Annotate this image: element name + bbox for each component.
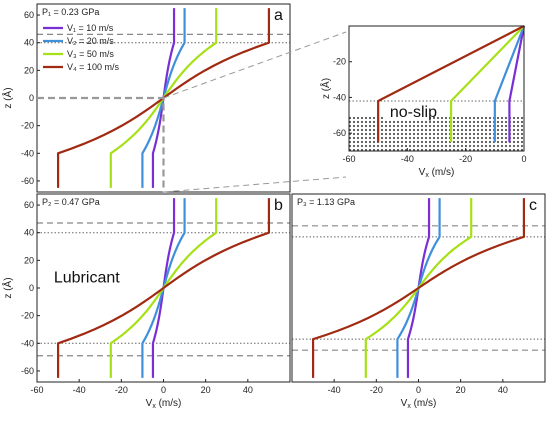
panel-c-xtick-label: -20 — [370, 385, 383, 395]
panel-b-series-4 — [56, 198, 271, 378]
panel-c-xtick-label: 0 — [416, 385, 421, 395]
inset-xtick-label: 0 — [521, 154, 526, 164]
panel-b-ytick-label: 40 — [24, 228, 34, 238]
panel-a-series-4 — [56, 8, 271, 188]
panel-b-ytick-label: -20 — [21, 311, 34, 321]
inset-ytick-label: -60 — [333, 128, 346, 138]
panel-b-ytick-label: -60 — [21, 366, 34, 376]
panel-a-ytick-label: 20 — [24, 65, 34, 75]
panel-b-ytick-label: -40 — [21, 338, 34, 348]
no-slip-label: no-slip — [390, 104, 437, 121]
panel-c-pressure-label: P₃ = 1.13 GPa — [297, 197, 355, 207]
panel-b-xtick-label: 40 — [243, 385, 253, 395]
panel-b-ytick-label: 0 — [29, 283, 34, 293]
inset-group: -60 -40 -20 -60 -40 -20 0 z (Å) Vx (m/s) no-slip — [319, 25, 527, 179]
inset-series-4 — [377, 25, 525, 143]
legend-entry: V₂ = 20 m/s — [67, 36, 114, 46]
inset-xlabel: Vx (m/s) — [419, 167, 455, 179]
panel-a-letter: a — [274, 7, 283, 24]
panel-a-group: -60 -40 -20 0 20 40 60 z (Å) a P₁ = 0.23 GPa V₁ = … — [1, 3, 291, 193]
panel-b-xtick-label: -20 — [115, 385, 128, 395]
legend-entry: V₄ = 100 m/s — [67, 62, 119, 72]
panel-b-xlabel: Vx (m/s) — [146, 398, 182, 410]
panel-c-xtick-label: -40 — [328, 385, 341, 395]
panel-c-letter: c — [529, 197, 537, 214]
panel-b-ytick-label: 20 — [24, 255, 34, 265]
inset-frame — [348, 25, 525, 152]
panel-b-ylabel: z (Å) — [1, 277, 14, 298]
zoom-connector-top — [163, 31, 347, 99]
inset-xtick-label: -40 — [401, 154, 414, 164]
inset-ytick-label: -40 — [333, 92, 346, 102]
inset-xtick-label: -20 — [459, 154, 472, 164]
legend-entry: V₁ = 10 m/s — [67, 23, 114, 33]
panel-c-series-4 — [311, 198, 526, 378]
panel-b-letter: b — [274, 197, 283, 214]
inset-series-1 — [508, 25, 526, 143]
panel-c-group: -40 -20 0 20 40 Vx (m/s) c P₃ = 1.13 GPa — [291, 193, 546, 410]
inset-series-3 — [449, 25, 525, 143]
panel-c-xlabel: Vx (m/s) — [401, 398, 437, 410]
panel-b-xtick-label: -40 — [73, 385, 86, 395]
panel-b-group: -60 -40 -20 0 20 40 60 -60 -40 -20 0 20 40 z (Å) Vx (m… — [1, 193, 291, 410]
panel-c-xtick-label: 20 — [456, 385, 466, 395]
no-slip-label-bg — [384, 103, 430, 121]
panel-b-xtick-label: 0 — [161, 385, 166, 395]
panel-c-xtick-label: 40 — [498, 385, 508, 395]
lubricant-label: Lubricant — [54, 269, 120, 286]
panel-a-ylabel: z (Å) — [1, 87, 14, 108]
panel-a-pressure-label: P₁ = 0.23 GPa — [42, 7, 99, 17]
zoom-connector-bottom — [163, 176, 347, 193]
panel-b-xtick-label: 20 — [201, 385, 211, 395]
panel-a-ytick-label: 60 — [24, 10, 34, 20]
legend-entry: V₃ = 50 m/s — [67, 49, 114, 59]
panel-a-ytick-label: 40 — [24, 38, 34, 48]
panel-b-pressure-label: P₂ = 0.47 GPa — [42, 197, 100, 207]
panel-a-ytick-label: -40 — [21, 148, 34, 158]
panel-b-ytick-label: 60 — [24, 200, 34, 210]
panel-a-ytick-label: -60 — [21, 176, 34, 186]
inset-ytick-label: -20 — [333, 57, 346, 67]
inset-ylabel: z (Å) — [319, 78, 332, 99]
panel-b-xtick-label: -60 — [30, 385, 43, 395]
inset-xtick-label: -60 — [342, 154, 355, 164]
inset-series-2 — [493, 25, 526, 143]
panel-a-ytick-label: 0 — [29, 93, 34, 103]
panel-a-ytick-label: -20 — [21, 121, 34, 131]
